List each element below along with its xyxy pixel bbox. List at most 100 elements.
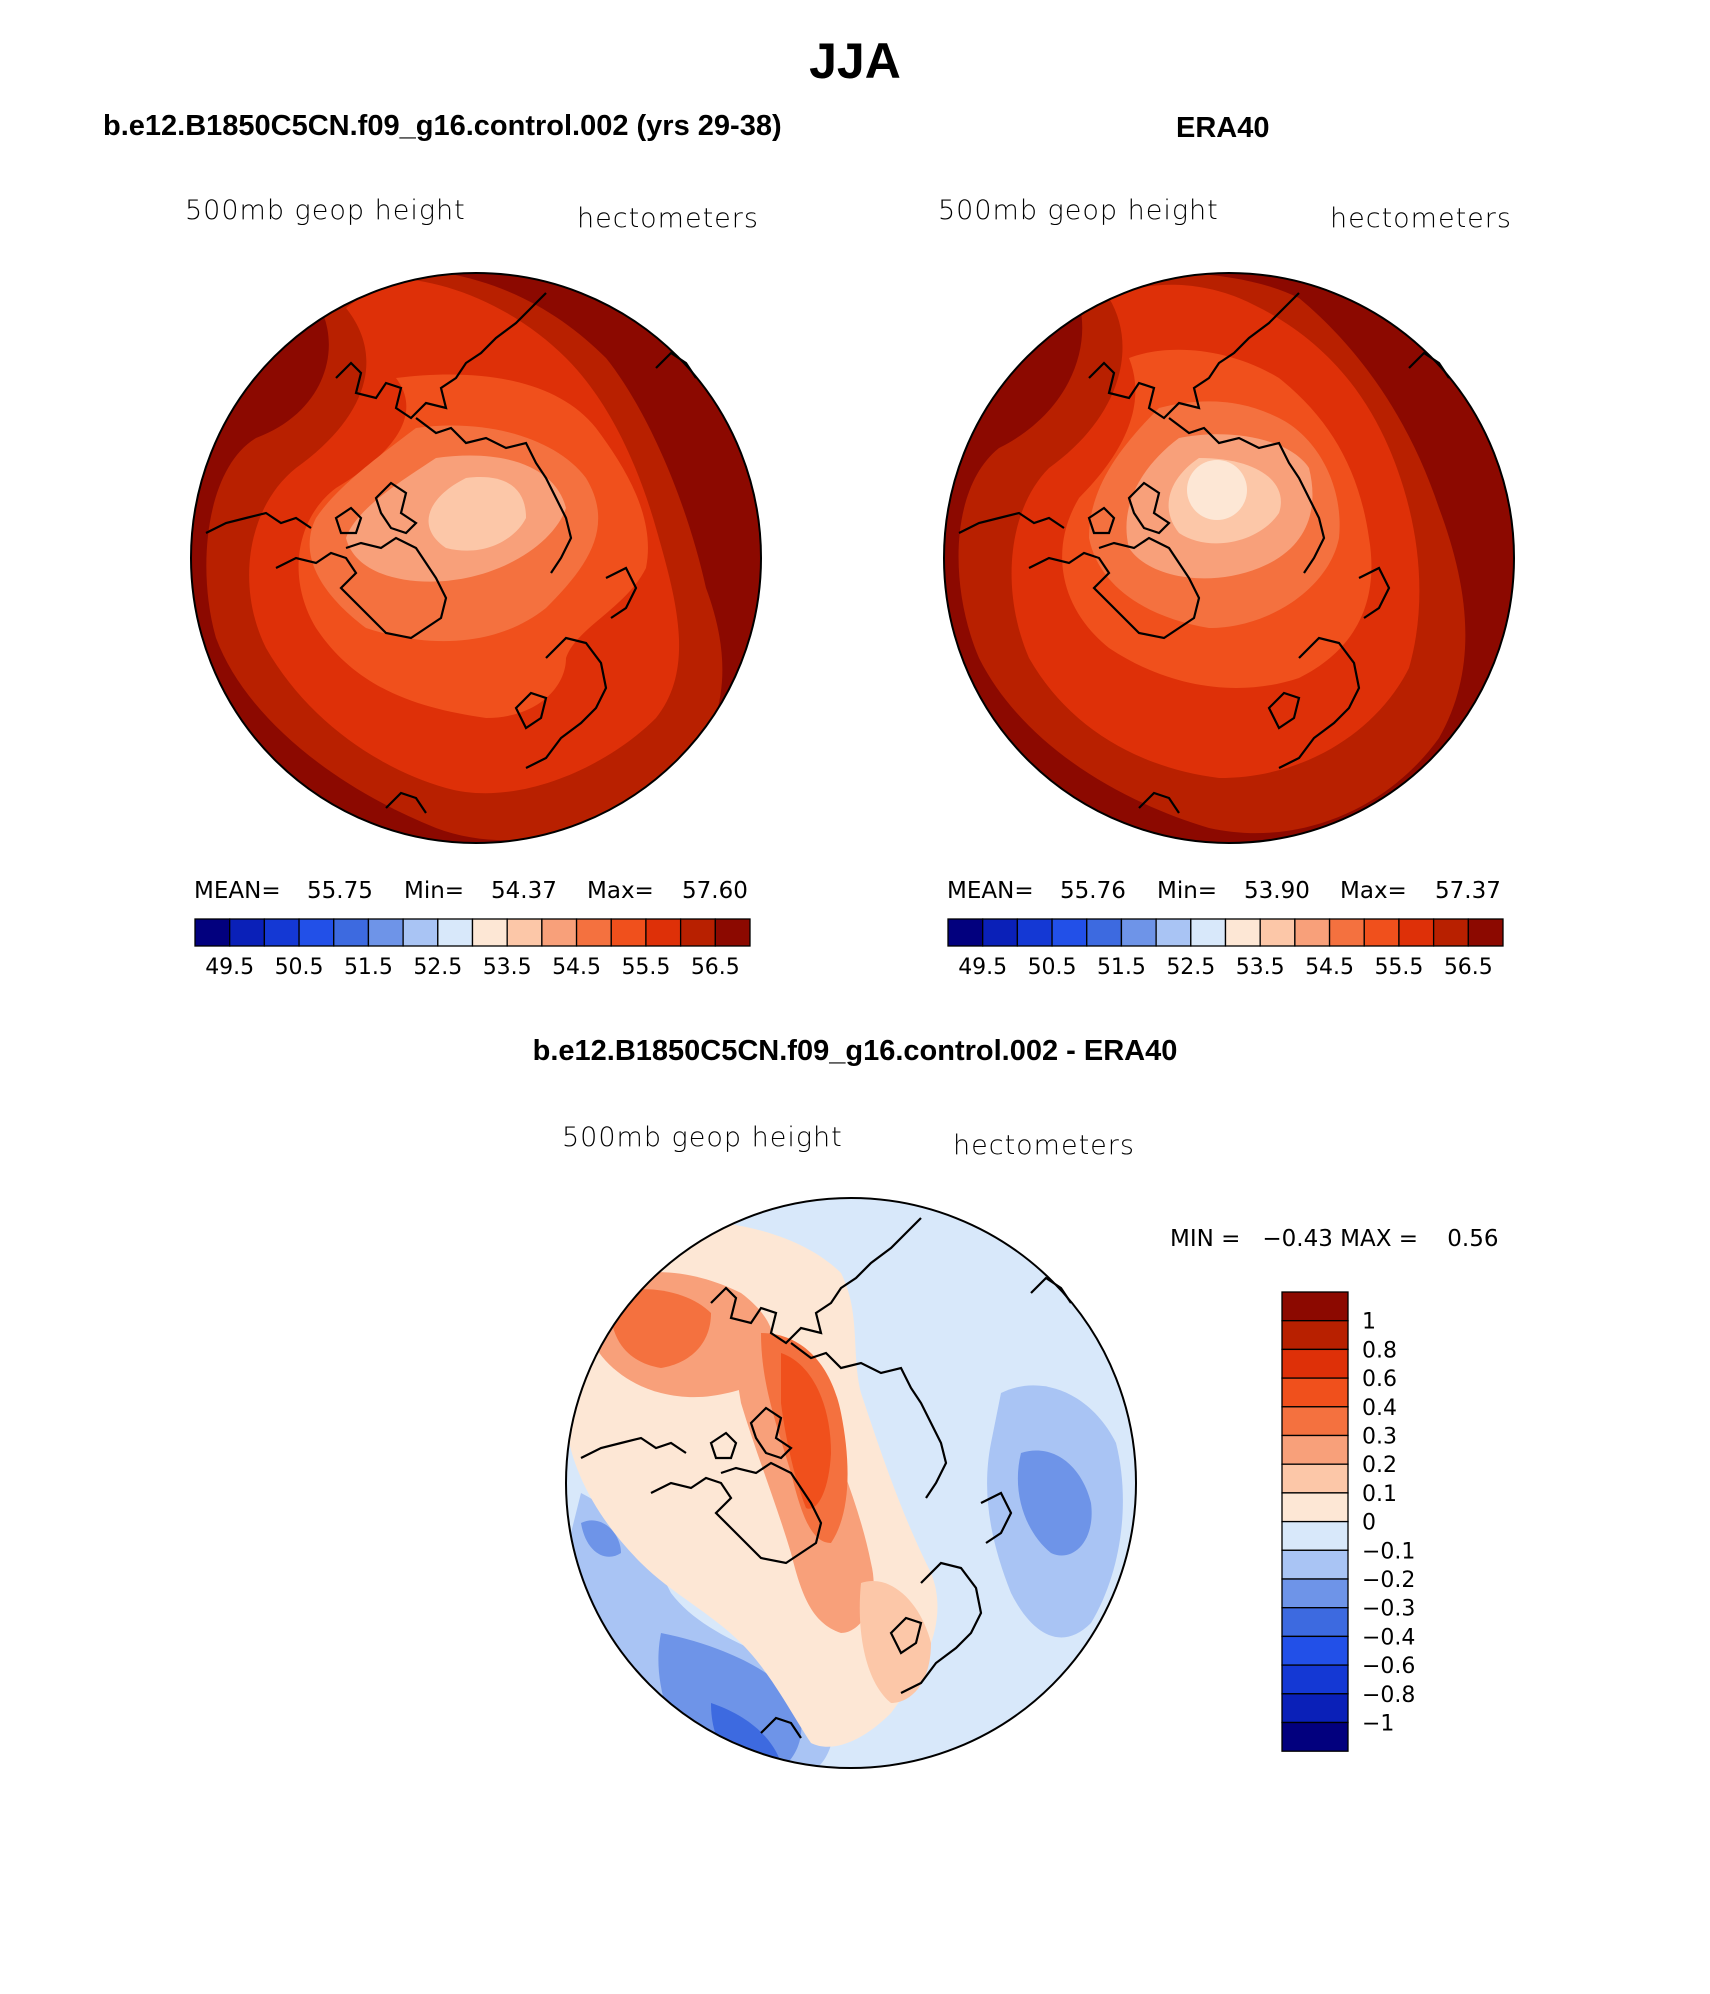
colorbar-swatch — [506, 918, 543, 947]
colorbar-tick-label: 52.5 — [413, 955, 462, 980]
diff-units-label: hectometers — [953, 1130, 1135, 1161]
obs-min-value: 53.90 — [1244, 878, 1310, 904]
model-polar-map — [190, 272, 762, 844]
obs-variable-label: 500mb geop height — [938, 195, 1219, 226]
colorbar-swatch — [1224, 918, 1261, 947]
colorbar-tick-label: −0.4 — [1362, 1625, 1415, 1650]
model-contour-field — [191, 273, 761, 843]
colorbar-swatch — [1086, 918, 1123, 947]
colorbar-swatch — [1281, 1607, 1349, 1638]
colorbar-swatch — [1281, 1377, 1349, 1408]
colorbar-swatch — [1467, 918, 1504, 947]
colorbar-tick-label: 52.5 — [1166, 955, 1215, 980]
colorbar-swatch — [333, 918, 370, 947]
diff-colorbar: 1 0.8 0.6 0.4 0.3 0.2 0.1 0 −0.1 −0.2 −0.3 −0.4 −0.6… — [1281, 1291, 1415, 1752]
colorbar-swatch — [229, 918, 266, 947]
colorbar-swatch — [1281, 1520, 1349, 1551]
colorbar-tick-label: 0.8 — [1362, 1338, 1397, 1363]
colorbar-tick-label: 50.5 — [275, 955, 324, 980]
colorbar-tick-label: 49.5 — [205, 955, 254, 980]
colorbar-swatch — [1051, 918, 1088, 947]
obs-mean-label: MEAN= — [947, 878, 1034, 904]
model-units-label: hectometers — [577, 203, 759, 234]
colorbar-tick-label: 53.5 — [483, 955, 532, 980]
diff-min-max-stats: MIN = −0.43 MAX = 0.56 — [1170, 1226, 1499, 1252]
obs-units-label: hectometers — [1330, 203, 1512, 234]
colorbar-tick-label: 0.6 — [1362, 1367, 1397, 1392]
colorbar-swatch — [1281, 1492, 1349, 1523]
obs-max-value: 57.37 — [1435, 878, 1501, 904]
colorbar-swatch — [298, 918, 335, 947]
colorbar-swatch — [402, 918, 439, 947]
diff-panel-title: b.e12.B1850C5CN.f09_g16.control.002 - ER… — [532, 1035, 1178, 1067]
colorbar-swatch — [1281, 1434, 1349, 1465]
colorbar-tick-label: −0.1 — [1362, 1539, 1415, 1564]
colorbar-swatch — [1432, 918, 1469, 947]
colorbar-swatch — [1281, 1348, 1349, 1379]
colorbar-swatch — [610, 918, 647, 947]
colorbar-tick-label: 49.5 — [958, 955, 1007, 980]
model-variable-label: 500mb geop height — [185, 195, 466, 226]
page-title: JJA — [809, 33, 901, 89]
model-colorbar: 49.5 50.5 51.5 52.5 53.5 54.5 55.5 56.5 — [194, 918, 751, 980]
colorbar-swatch — [1281, 1721, 1349, 1752]
colorbar-swatch — [1190, 918, 1227, 947]
model-max-value: 57.60 — [682, 878, 748, 904]
obs-max-label: Max= — [1340, 878, 1407, 904]
obs-panel-title: ERA40 — [1176, 112, 1270, 144]
colorbar-tick-label: 53.5 — [1236, 955, 1285, 980]
colorbar-swatch — [1281, 1549, 1349, 1580]
diff-coastlines — [580, 1217, 1072, 1739]
colorbar-swatch — [437, 918, 474, 947]
diff-polar-map — [565, 1197, 1137, 1769]
colorbar-swatch — [1281, 1664, 1349, 1695]
colorbar-tick-label: −0.2 — [1362, 1568, 1415, 1593]
colorbar-swatch — [1016, 918, 1053, 947]
colorbar-tick-label: −1 — [1362, 1712, 1394, 1737]
colorbar-swatch — [471, 918, 508, 947]
colorbar-swatch — [1294, 918, 1331, 947]
obs-mean-value: 55.76 — [1060, 878, 1126, 904]
colorbar-tick-label: 0.1 — [1362, 1482, 1397, 1507]
colorbar-tick-label: −0.8 — [1362, 1683, 1415, 1708]
colorbar-swatch — [575, 918, 612, 947]
colorbar-swatch — [1259, 918, 1296, 947]
colorbar-swatch — [1281, 1291, 1349, 1322]
obs-polar-map — [943, 272, 1515, 844]
colorbar-tick-label: 0.3 — [1362, 1425, 1397, 1450]
colorbar-tick-label: 0 — [1362, 1511, 1376, 1536]
colorbar-tick-label: 51.5 — [344, 955, 393, 980]
colorbar-swatch — [982, 918, 1019, 947]
colorbar-tick-label: 0.2 — [1362, 1453, 1397, 1478]
diff-variable-label: 500mb geop height — [562, 1122, 843, 1153]
colorbar-swatch — [367, 918, 404, 947]
colorbar-swatch — [947, 918, 984, 947]
colorbar-swatch — [1281, 1578, 1349, 1609]
colorbar-tick-label: 51.5 — [1097, 955, 1146, 980]
colorbar-swatch — [714, 918, 751, 947]
obs-contour-field — [944, 273, 1514, 843]
model-mean-label: MEAN= — [194, 878, 281, 904]
model-min-value: 54.37 — [491, 878, 557, 904]
colorbar-swatch — [1363, 918, 1400, 947]
diff-contour-field — [566, 1198, 1136, 1768]
colorbar-swatch — [541, 918, 578, 947]
colorbar-swatch — [1281, 1320, 1349, 1351]
model-min-label: Min= — [404, 878, 465, 904]
colorbar-swatch — [1281, 1635, 1349, 1666]
model-max-label: Max= — [587, 878, 654, 904]
colorbar-swatch — [1281, 1693, 1349, 1724]
model-mean-value: 55.75 — [307, 878, 373, 904]
colorbar-tick-label: 55.5 — [621, 955, 670, 980]
colorbar-swatch — [263, 918, 300, 947]
colorbar-tick-label: −0.3 — [1362, 1597, 1415, 1622]
colorbar-swatch — [1120, 918, 1157, 947]
colorbar-swatch — [1398, 918, 1435, 947]
colorbar-tick-label: 55.5 — [1374, 955, 1423, 980]
colorbar-tick-label: 56.5 — [1444, 955, 1493, 980]
colorbar-swatch — [194, 918, 231, 947]
colorbar-tick-label: 0.4 — [1362, 1396, 1397, 1421]
obs-min-label: Min= — [1157, 878, 1218, 904]
colorbar-swatch — [679, 918, 716, 947]
colorbar-tick-label: 54.5 — [552, 955, 601, 980]
